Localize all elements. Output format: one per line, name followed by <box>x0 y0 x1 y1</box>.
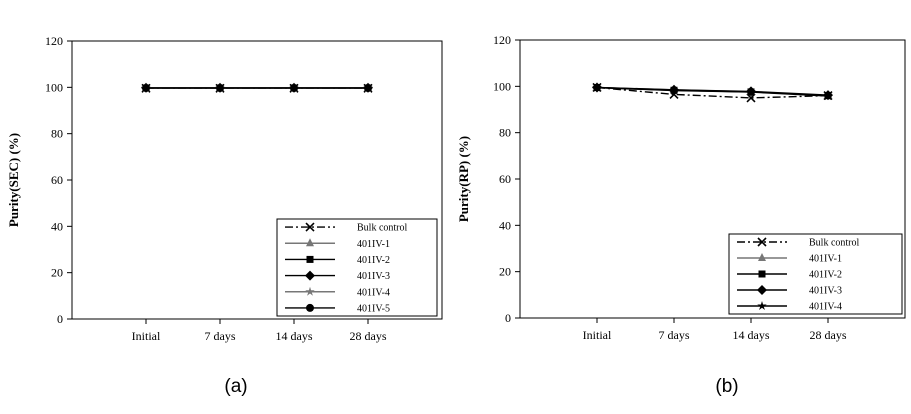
chart1-group: 0 20 40 60 80 100 120 Initial 7 days 14 days 28 da… <box>6 34 443 343</box>
chart2-series-5-point-1 <box>592 82 602 92</box>
chart1-legend-label-5: 401IV-4 <box>357 287 390 298</box>
chart1-panel-label: (a) <box>224 376 247 397</box>
chart2-series-5-point-2 <box>669 85 679 95</box>
chart1-ytick-label-2: 40 <box>51 219 63 233</box>
chart2-ytick-label-4: 80 <box>499 126 511 140</box>
chart2-y-axis-label: Purity(RP) (%) <box>456 136 471 222</box>
chart1-legend-label-3: 401IV-2 <box>357 255 390 266</box>
chart2-ytick-label-2: 40 <box>499 218 511 232</box>
chart1-legend-marker-2 <box>306 238 314 247</box>
chart2-xtick-label-3: 28 days <box>810 328 847 342</box>
chart1-legend-label-6: 401IV-5 <box>357 303 390 314</box>
chart1-legend-box <box>276 218 438 317</box>
chart1-xtick-label-1: 7 days <box>205 329 236 343</box>
chart2-xtick-label-2: 14 days <box>733 328 770 342</box>
chart2-ytick-label-6: 120 <box>493 33 511 47</box>
chart1-xtick-label-2: 14 days <box>276 329 313 343</box>
chart1-ytick-label-1: 20 <box>51 266 63 280</box>
chart2-ytick-label-5: 100 <box>493 79 511 93</box>
chart2-legend-label-1: Bulk control <box>809 238 859 249</box>
chart1-ytick-label-6: 120 <box>45 34 63 48</box>
chart1-y-axis-label: Purity(SEC) (%) <box>6 133 21 227</box>
chart1-legend-marker-3 <box>306 255 314 263</box>
chart2-legend-marker-3 <box>758 270 766 278</box>
chart1-legend: Bulk control 401IV-1 401IV-2 401IV-3 401IV-4… <box>276 218 438 317</box>
chart2-legend-marker-5 <box>757 301 767 311</box>
chart2-series-5-point-4 <box>823 91 833 101</box>
chart2-legend-marker-2 <box>758 253 766 261</box>
chart1-series-6-point-2 <box>216 84 224 93</box>
chart1-xtick-label-0: Initial <box>132 329 161 343</box>
chart2-legend: Bulk control 401IV-1 401IV-2 401IV-3 401IV-4 <box>728 233 903 315</box>
chart1-legend-label-4: 401IV-3 <box>357 271 390 282</box>
chart2-group: 0 20 40 60 80 100 120 Initial 7 days 14 days 28 da… <box>456 33 906 342</box>
chart1-legend-marker-4 <box>305 270 315 281</box>
chart1-series-6-point-3 <box>290 84 298 93</box>
chart2-ytick-label-3: 60 <box>499 172 511 186</box>
chart2-legend-marker-4 <box>757 285 767 295</box>
chart2-legend-label-5: 401IV-4 <box>809 302 842 313</box>
chart1-series-6-point-1 <box>142 84 150 93</box>
chart2-legend-label-2: 401IV-1 <box>809 254 842 265</box>
chart1-ytick-label-5: 100 <box>45 80 63 94</box>
chart1-legend-marker-6 <box>306 303 314 312</box>
chart2-legend-label-3: 401IV-2 <box>809 270 842 281</box>
chart2-xtick-label-0: Initial <box>583 328 612 342</box>
chart1-legend-label-1: Bulk control <box>357 223 407 234</box>
chart1-ytick-label-0: 0 <box>57 312 63 326</box>
chart2-series-5-point-3 <box>746 87 756 97</box>
chart1-ytick-label-3: 60 <box>51 173 63 187</box>
chart2-ytick-label-1: 20 <box>499 265 511 279</box>
chart2-series-5-line <box>596 87 829 97</box>
chart1-xtick-label-3: 28 days <box>350 329 387 343</box>
chart2-ytick-label-0: 0 <box>505 311 511 325</box>
chart1-ytick-label-4: 80 <box>51 127 63 141</box>
chart1-legend-marker-1-b <box>305 222 315 232</box>
chart1-series-6-point-4 <box>364 84 372 93</box>
chart1-legend-marker-5 <box>305 286 315 296</box>
chart2-xtick-label-1: 7 days <box>659 328 690 342</box>
chart2-series-1-line <box>596 86 829 99</box>
chart2-legend-label-4: 401IV-3 <box>809 286 842 297</box>
chart2-panel-label: (b) <box>715 376 738 397</box>
chart1-legend-label-2: 401IV-1 <box>357 239 390 250</box>
chart2-legend-marker-1-b <box>757 237 767 247</box>
